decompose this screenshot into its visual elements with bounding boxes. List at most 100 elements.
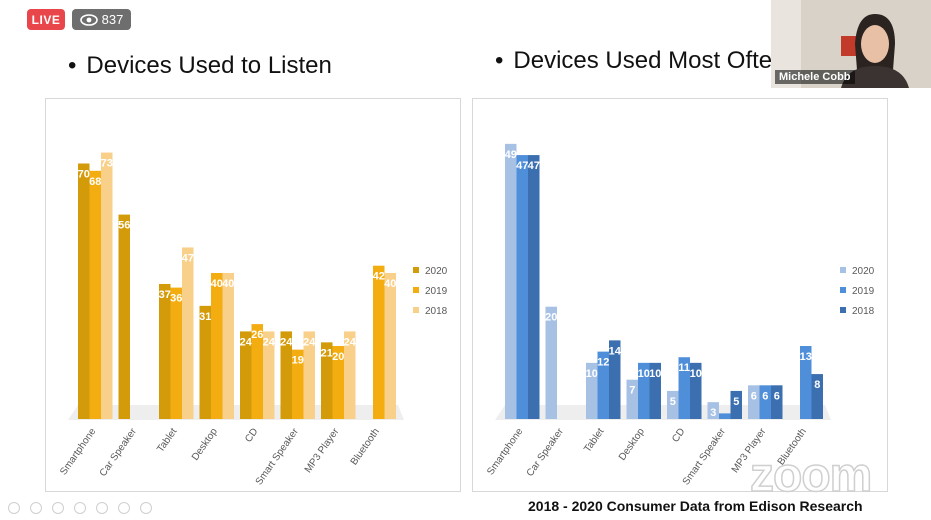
bar-2020-4 [240, 331, 252, 419]
bottom-toolbar [8, 502, 152, 514]
category-label: Tablet [582, 426, 606, 454]
viewer-count: 837 [101, 12, 124, 27]
bar-2019-3 [211, 273, 223, 419]
bullet: • [68, 52, 77, 79]
category-label: Smartphone [58, 426, 99, 477]
bar-2018-5 [303, 331, 315, 419]
bar-2020-4 [667, 390, 679, 419]
category-label: Bluetooth [349, 426, 382, 467]
data-label: 12 [597, 357, 609, 369]
data-label: 24 [303, 336, 316, 348]
data-label: 19 [292, 355, 304, 367]
bar-2019-6 [759, 385, 771, 419]
bar-2020-1 [118, 214, 130, 419]
legend-label: 2020 [852, 266, 875, 277]
participant-name: Michele Cobb [775, 70, 855, 84]
bar-2020-6 [748, 385, 760, 419]
toolbar-icon[interactable] [140, 502, 152, 514]
data-label: 3 [710, 407, 716, 419]
data-label: 37 [159, 289, 171, 301]
category-label: Smart Speaker [681, 426, 729, 487]
chart-floor [68, 405, 404, 420]
bar-2020-6 [321, 342, 333, 419]
data-label: 40 [384, 278, 396, 290]
data-label: 5 [733, 396, 739, 408]
data-label: 13 [800, 351, 812, 363]
left-chart-title: • Devices Used to Listen [68, 52, 332, 80]
bar-2020-3 [199, 305, 211, 419]
viewer-count-badge: 837 [72, 9, 131, 30]
data-label: 26 [251, 329, 263, 341]
category-label: Tablet [155, 426, 179, 454]
bar-2018-6 [771, 385, 783, 419]
bar-2020-5 [280, 331, 292, 419]
chart-floor [495, 405, 831, 420]
data-label: 6 [751, 390, 757, 402]
bar-2018-4 [263, 331, 275, 419]
data-label: 10 [690, 368, 702, 380]
data-label: 10 [649, 368, 661, 380]
toolbar-icon[interactable] [96, 502, 108, 514]
data-label: 24 [263, 336, 276, 348]
data-label: 10 [638, 368, 650, 380]
bar-2018-0 [101, 152, 113, 420]
data-label: 73 [101, 158, 113, 170]
slide-footer: 2018 - 2020 Consumer Data from Edison Re… [528, 498, 863, 514]
right-title-text: Devices Used Most Often [513, 47, 786, 74]
data-label: 49 [505, 149, 517, 161]
bar-2020-0 [505, 143, 517, 419]
legend-swatch [413, 287, 419, 293]
data-label: 11 [678, 362, 690, 374]
bar-2019-6 [332, 346, 344, 419]
category-label: MP3 Player [303, 426, 342, 475]
legend-swatch [413, 267, 419, 273]
bar-2020-1 [545, 306, 557, 419]
bar-2019-0 [89, 170, 101, 419]
data-label: 8 [814, 379, 820, 391]
legend-swatch [840, 267, 846, 273]
data-label: 14 [609, 345, 622, 357]
participant-video[interactable]: Michele Cobb [771, 0, 931, 88]
toolbar-icon[interactable] [52, 502, 64, 514]
toolbar-icon[interactable] [8, 502, 20, 514]
zoom-watermark: zoom [749, 448, 873, 503]
toolbar-icon[interactable] [30, 502, 42, 514]
toolbar-icon[interactable] [118, 502, 130, 514]
data-label: 6 [774, 390, 780, 402]
data-label: 20 [545, 312, 557, 324]
data-label: 70 [78, 169, 90, 181]
legend-swatch [413, 307, 419, 313]
data-label: 21 [321, 347, 333, 359]
category-label: Desktop [617, 426, 647, 463]
category-label: Desktop [190, 426, 220, 463]
bar-2019-7 [800, 346, 812, 419]
legend-label: 2019 [425, 286, 448, 297]
legend-label: 2018 [852, 306, 875, 317]
category-label: CD [243, 426, 260, 444]
bar-2020-0 [78, 163, 90, 419]
legend-swatch [840, 307, 846, 313]
legend-label: 2018 [425, 306, 448, 317]
bar-2019-4 [251, 324, 263, 419]
bar-2018-4 [690, 362, 702, 419]
data-label: 5 [670, 396, 676, 408]
bar-2020-5 [707, 402, 719, 419]
bar-2019-4 [678, 357, 690, 419]
bar-2018-3 [222, 273, 234, 419]
data-label: 40 [222, 278, 234, 290]
legend-swatch [840, 287, 846, 293]
data-label: 42 [373, 271, 385, 283]
left-chart-panel: 70 56 37 31 24 24 21 68 36 40 26 19 20 42 73 47 40 24 24 24… [45, 98, 461, 492]
category-label: Smartphone [485, 426, 526, 477]
category-label: Car Speaker [525, 426, 567, 479]
left-title-text: Devices Used to Listen [86, 52, 332, 79]
data-label: 1 [722, 418, 728, 430]
data-label: 68 [89, 176, 101, 188]
right-chart-panel: 49 20 10 7 5 3 6 47 12 10 11 1 6 13 47 14 10 10 5 6 8 Smartph… [472, 98, 888, 492]
data-label: 47 [528, 160, 540, 172]
bar-2020-2 [159, 283, 171, 419]
bar-2019-5 [719, 413, 731, 419]
toolbar-icon[interactable] [74, 502, 86, 514]
bar-2019-3 [638, 362, 650, 419]
